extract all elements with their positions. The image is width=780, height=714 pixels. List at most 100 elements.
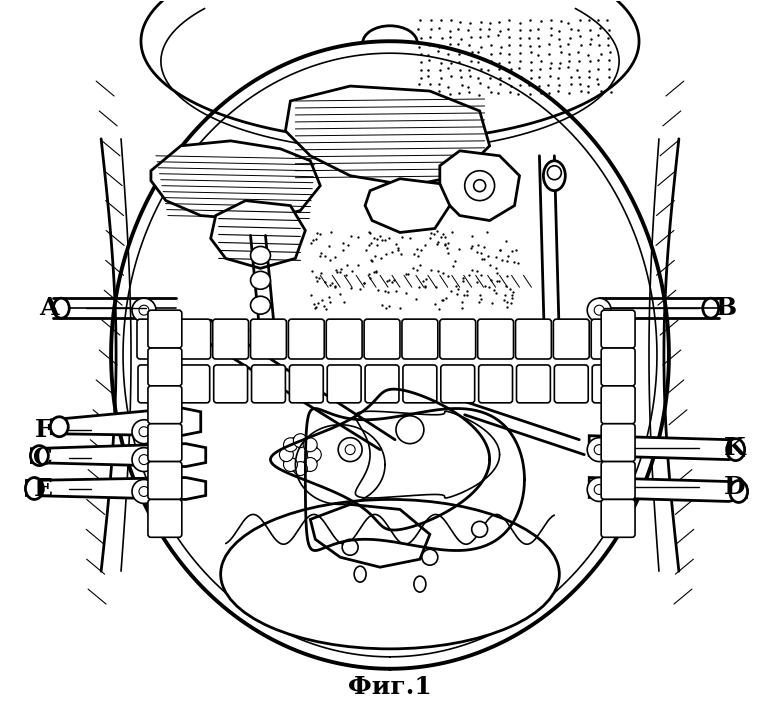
Polygon shape [589,478,746,501]
Text: D: D [724,476,746,500]
Ellipse shape [354,566,366,582]
Circle shape [396,416,424,443]
Polygon shape [440,151,519,221]
FancyBboxPatch shape [148,461,182,500]
Polygon shape [31,443,206,466]
Circle shape [132,420,156,443]
Circle shape [139,305,149,315]
Circle shape [346,445,355,455]
Circle shape [293,461,307,476]
FancyBboxPatch shape [402,319,438,359]
Ellipse shape [250,271,271,289]
FancyBboxPatch shape [516,365,551,403]
Circle shape [132,480,156,503]
FancyBboxPatch shape [516,319,551,359]
Circle shape [303,458,317,471]
Polygon shape [151,141,321,221]
Circle shape [283,438,297,452]
Polygon shape [589,436,743,460]
FancyBboxPatch shape [214,365,247,403]
FancyBboxPatch shape [328,365,361,403]
FancyBboxPatch shape [601,500,635,538]
Ellipse shape [703,298,718,318]
FancyBboxPatch shape [289,365,323,403]
Circle shape [293,433,307,448]
Text: C: C [34,446,53,470]
Ellipse shape [729,481,747,503]
Circle shape [279,448,293,461]
FancyBboxPatch shape [250,319,286,359]
FancyBboxPatch shape [601,310,635,348]
Polygon shape [365,178,450,233]
Text: A: A [40,296,59,320]
FancyBboxPatch shape [364,319,400,359]
Circle shape [342,539,358,555]
Polygon shape [211,201,305,268]
Circle shape [594,305,604,315]
Circle shape [587,298,612,322]
Ellipse shape [51,417,69,437]
Circle shape [139,427,149,437]
Circle shape [587,478,612,501]
FancyBboxPatch shape [148,348,182,386]
FancyBboxPatch shape [326,319,362,359]
FancyBboxPatch shape [592,365,626,403]
Ellipse shape [30,446,48,466]
Ellipse shape [544,161,566,191]
Ellipse shape [250,246,271,264]
Circle shape [422,549,438,565]
Ellipse shape [250,296,271,314]
FancyBboxPatch shape [601,348,635,386]
FancyBboxPatch shape [148,500,182,538]
Ellipse shape [53,298,69,318]
Circle shape [472,521,488,538]
Text: K: K [724,436,746,460]
FancyBboxPatch shape [601,386,635,423]
FancyBboxPatch shape [601,423,635,461]
Circle shape [139,486,149,496]
FancyBboxPatch shape [440,319,476,359]
FancyBboxPatch shape [601,461,635,500]
FancyBboxPatch shape [591,319,627,359]
Circle shape [594,485,604,495]
FancyBboxPatch shape [213,319,249,359]
Circle shape [282,437,318,473]
FancyBboxPatch shape [289,319,324,359]
FancyBboxPatch shape [148,386,182,423]
Circle shape [139,455,149,465]
Circle shape [307,448,321,461]
FancyBboxPatch shape [138,365,172,403]
FancyBboxPatch shape [148,310,182,348]
Ellipse shape [250,321,271,339]
Circle shape [283,458,297,471]
Text: F: F [34,418,52,442]
Ellipse shape [26,478,44,500]
FancyBboxPatch shape [175,319,211,359]
Circle shape [594,445,604,455]
Polygon shape [51,408,200,436]
Circle shape [339,438,362,461]
FancyBboxPatch shape [553,319,589,359]
Circle shape [132,448,156,471]
Ellipse shape [221,500,559,649]
Polygon shape [285,86,490,186]
Polygon shape [310,504,430,567]
FancyBboxPatch shape [251,365,285,403]
FancyBboxPatch shape [365,365,399,403]
Text: B: B [716,296,737,320]
Ellipse shape [727,438,745,461]
Ellipse shape [414,576,426,592]
FancyBboxPatch shape [555,365,588,403]
FancyBboxPatch shape [441,365,475,403]
Text: E: E [34,478,53,501]
FancyBboxPatch shape [137,319,173,359]
Circle shape [465,171,495,201]
Circle shape [473,180,486,191]
Text: Фиг.1: Фиг.1 [348,675,432,699]
Circle shape [303,438,317,452]
Circle shape [548,166,562,180]
Polygon shape [27,478,206,500]
FancyBboxPatch shape [477,319,513,359]
Circle shape [132,298,156,322]
FancyBboxPatch shape [403,365,437,403]
